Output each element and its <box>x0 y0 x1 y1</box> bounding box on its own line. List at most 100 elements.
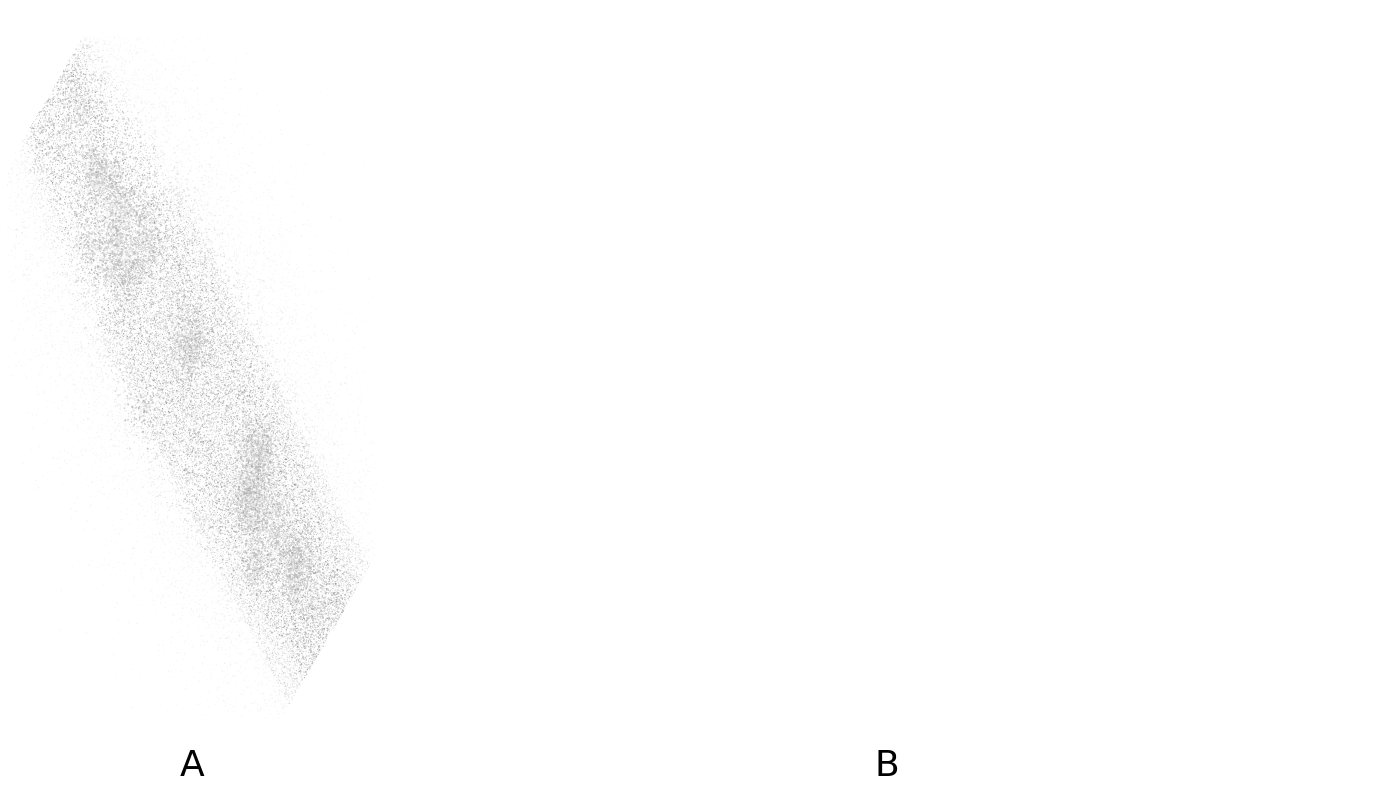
Point <box>268 458 291 471</box>
Point <box>183 353 206 366</box>
Point <box>120 127 143 139</box>
Point <box>162 366 185 379</box>
Point <box>175 513 197 526</box>
Point <box>106 384 129 397</box>
Point <box>235 534 257 547</box>
Point <box>41 134 63 147</box>
Point <box>221 594 243 607</box>
Point <box>308 534 330 547</box>
Point <box>106 225 129 238</box>
Point <box>212 242 235 255</box>
Point <box>131 375 154 388</box>
Point <box>228 557 250 570</box>
Point <box>301 641 323 654</box>
Point <box>87 215 109 228</box>
Point <box>273 301 295 314</box>
Point <box>281 576 303 589</box>
Point <box>201 252 224 265</box>
Point <box>162 200 185 212</box>
Point <box>225 266 247 279</box>
Point <box>109 217 131 230</box>
Point <box>322 621 344 634</box>
Point <box>247 590 270 603</box>
Point <box>106 155 129 168</box>
Point <box>330 513 352 526</box>
Point <box>331 515 354 528</box>
Point <box>253 540 275 553</box>
Point <box>305 567 327 580</box>
Point <box>94 169 116 182</box>
Point <box>331 560 354 573</box>
Point <box>280 562 302 575</box>
Point <box>278 549 301 562</box>
Point <box>172 192 194 205</box>
Point <box>138 212 161 225</box>
Point <box>239 504 261 517</box>
Point <box>197 532 219 545</box>
Point <box>87 171 109 184</box>
Point <box>231 290 253 303</box>
Point <box>273 279 295 292</box>
Point <box>239 534 261 547</box>
Point <box>178 256 200 269</box>
Point <box>137 282 159 295</box>
Point <box>254 387 277 400</box>
Point <box>281 491 303 504</box>
Point <box>81 464 103 477</box>
Point <box>224 513 246 526</box>
Point <box>178 416 200 429</box>
Point <box>281 600 303 613</box>
Point <box>275 610 298 623</box>
Point <box>333 584 355 597</box>
Point <box>103 293 126 306</box>
Point <box>138 285 161 298</box>
Point <box>131 378 154 391</box>
Point <box>199 448 221 461</box>
Point <box>208 297 231 310</box>
Point <box>34 112 56 125</box>
Point <box>147 418 169 431</box>
Point <box>173 532 196 545</box>
Point <box>106 315 129 328</box>
Point <box>172 496 194 508</box>
Point <box>119 320 141 333</box>
Point <box>240 381 263 394</box>
Point <box>270 610 292 623</box>
Point <box>249 584 271 597</box>
Point <box>165 251 187 264</box>
Point <box>144 307 166 320</box>
Point <box>92 219 115 232</box>
Point <box>162 471 185 484</box>
Point <box>313 477 336 490</box>
Point <box>169 396 192 409</box>
Point <box>235 304 257 317</box>
Point <box>222 547 245 560</box>
Point <box>239 276 261 289</box>
Point <box>164 194 186 207</box>
Point <box>284 621 306 634</box>
Point <box>312 582 334 595</box>
Point <box>215 491 238 504</box>
Point <box>185 492 207 505</box>
Point <box>264 521 287 534</box>
Point <box>133 260 155 273</box>
Point <box>275 444 298 457</box>
Point <box>64 62 87 75</box>
Point <box>140 210 162 223</box>
Point <box>134 378 157 391</box>
Point <box>165 174 187 187</box>
Point <box>336 525 358 538</box>
Point <box>179 307 201 320</box>
Point <box>80 516 102 529</box>
Point <box>219 569 242 581</box>
Point <box>145 258 168 271</box>
Point <box>224 353 246 366</box>
Point <box>263 488 285 501</box>
Point <box>219 209 242 222</box>
Point <box>327 440 350 453</box>
Point <box>126 238 148 251</box>
Point <box>180 354 203 367</box>
Point <box>122 339 144 352</box>
Point <box>356 503 379 516</box>
Point <box>96 261 119 274</box>
